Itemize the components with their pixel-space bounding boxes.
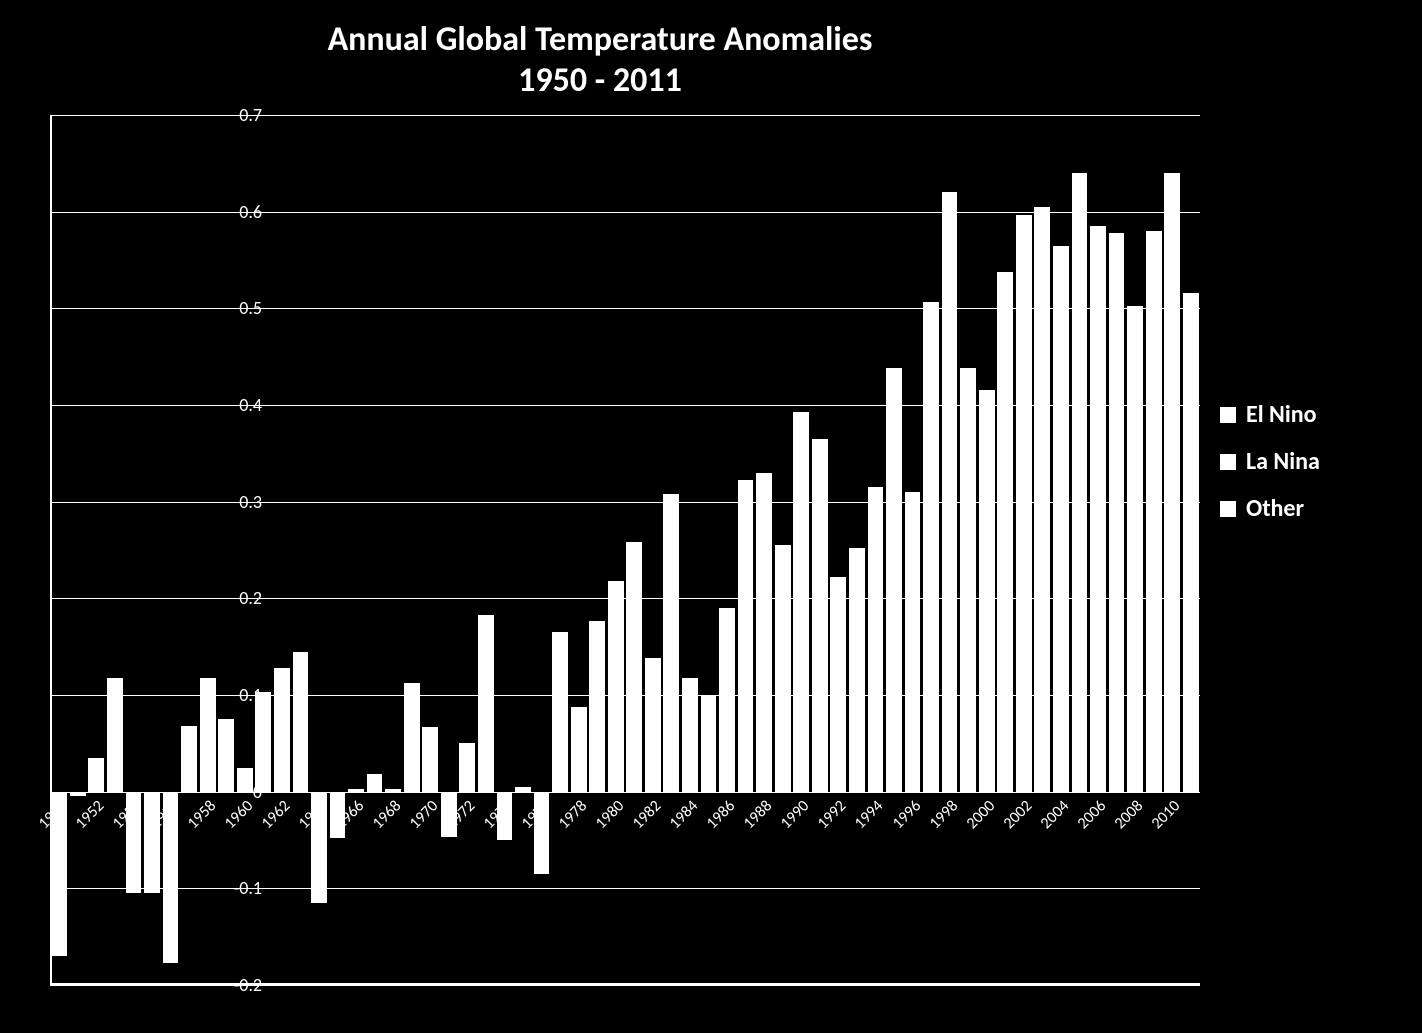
bar <box>626 542 642 791</box>
ytick-label: 0.6 <box>222 201 262 223</box>
bar <box>1183 293 1199 792</box>
bar <box>552 632 568 792</box>
bar <box>459 743 475 791</box>
bar <box>701 695 717 792</box>
bar <box>88 758 104 792</box>
bar <box>738 480 754 791</box>
bar <box>960 368 976 791</box>
ytick-label: 0.1 <box>222 684 262 706</box>
ytick-label: 0.3 <box>222 491 262 513</box>
bar <box>608 581 624 792</box>
ytick-label: 0.4 <box>222 394 262 416</box>
bar <box>905 492 921 792</box>
bar <box>793 412 809 792</box>
bar <box>1072 173 1088 792</box>
ytick-label: -0.1 <box>222 877 262 899</box>
bar <box>923 302 939 792</box>
title-line-1: Annual Global Temperature Anomalies <box>0 20 1200 61</box>
chart-title: Annual Global Temperature Anomalies 1950… <box>0 20 1200 102</box>
bar <box>997 272 1013 792</box>
bar <box>181 726 197 792</box>
title-line-2: 1950 - 2011 <box>0 61 1200 102</box>
plot-area <box>50 115 1200 985</box>
bar <box>682 678 698 792</box>
legend-item-el-nino: El Nino <box>1220 400 1320 429</box>
bar <box>1109 233 1125 792</box>
bar <box>979 390 995 792</box>
bar <box>404 683 420 791</box>
legend-swatch-icon <box>1220 501 1236 517</box>
legend-label: Other <box>1246 494 1304 523</box>
bar <box>515 787 531 792</box>
bar <box>478 615 494 792</box>
bar <box>274 668 290 792</box>
bar <box>886 368 902 791</box>
legend: El Nino La Nina Other <box>1220 400 1320 541</box>
bar <box>868 487 884 792</box>
bar <box>70 792 86 797</box>
legend-swatch-icon <box>1220 454 1236 470</box>
legend-item-other: Other <box>1220 494 1320 523</box>
bar <box>756 473 772 792</box>
bar <box>775 545 791 792</box>
bar <box>645 658 661 791</box>
bar <box>348 789 364 792</box>
chart-container: Annual Global Temperature Anomalies 1950… <box>0 0 1422 1033</box>
bar <box>830 577 846 792</box>
bar <box>942 192 958 791</box>
bar <box>849 548 865 792</box>
ytick-label: 0.7 <box>222 104 262 126</box>
bar <box>200 678 216 792</box>
bar <box>571 707 587 792</box>
bar <box>293 652 309 792</box>
legend-item-la-nina: La Nina <box>1220 447 1320 476</box>
ytick-label: -0.2 <box>222 974 262 996</box>
bar <box>107 678 123 792</box>
bar <box>663 494 679 792</box>
bar <box>255 692 271 792</box>
legend-label: El Nino <box>1246 400 1317 429</box>
bar <box>1053 246 1069 792</box>
ytick-label: 0.5 <box>222 297 262 319</box>
legend-swatch-icon <box>1220 407 1236 423</box>
bar <box>1016 215 1032 792</box>
bar <box>812 439 828 792</box>
ytick-label: 0.2 <box>222 587 262 609</box>
bar <box>1164 173 1180 792</box>
bar <box>1127 306 1143 791</box>
bar <box>719 608 735 792</box>
bar <box>1090 226 1106 792</box>
bar <box>1146 231 1162 792</box>
bar <box>367 774 383 791</box>
bar <box>589 621 605 792</box>
legend-label: La Nina <box>1246 447 1320 476</box>
bar <box>1034 207 1050 792</box>
bar <box>422 727 438 792</box>
bar <box>385 789 401 792</box>
